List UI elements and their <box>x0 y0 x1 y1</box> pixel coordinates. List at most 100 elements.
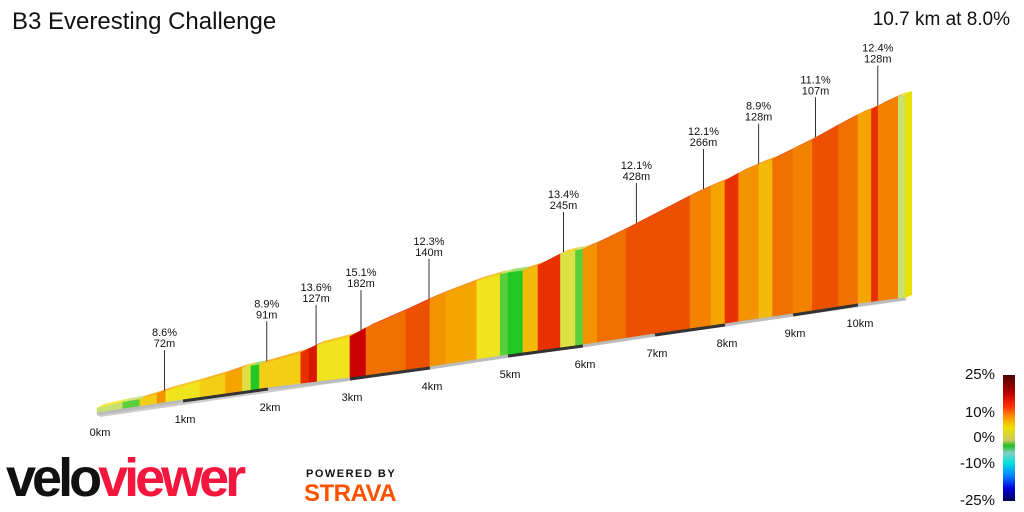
annotation-gradient: 12.1% <box>621 160 652 172</box>
profile-top-surface <box>508 266 530 273</box>
profile-segment <box>871 105 879 303</box>
profile-top-surface <box>317 332 357 345</box>
profile-segment <box>499 272 509 357</box>
profile-segment <box>772 148 794 318</box>
km-base-segment <box>582 333 656 348</box>
profile-top-surface <box>225 363 250 374</box>
profile-top-surface <box>759 155 780 165</box>
annotation-length: 128m <box>864 53 892 65</box>
profile-segment <box>429 292 446 368</box>
annotation-gradient: 13.6% <box>300 282 331 294</box>
profile-top-surface <box>711 176 732 187</box>
annotation-gradient: 11.1% <box>800 74 831 86</box>
profile-top-surface <box>476 269 508 281</box>
profile-top-surface <box>259 348 308 365</box>
km-base-segment <box>96 399 184 416</box>
profile-segment <box>597 228 627 344</box>
profile-top-surface <box>500 268 515 274</box>
x-tick-label: 0km <box>90 427 111 439</box>
annotation-length: 128m <box>745 112 773 124</box>
profile-segment <box>575 248 584 347</box>
annotation-length: 91m <box>256 309 277 321</box>
x-tick-label: 2km <box>260 402 281 414</box>
km-base-segment <box>792 303 859 317</box>
profile-segment <box>250 364 260 391</box>
km-base-segment <box>507 344 584 358</box>
profile-top-surface <box>878 92 906 106</box>
annotation-gradient: 12.1% <box>688 126 719 138</box>
profile-segment <box>445 280 478 365</box>
profile-segment <box>812 124 839 312</box>
profile-top-surface <box>626 202 676 229</box>
annotation-gradient: 12.4% <box>862 42 893 54</box>
annotation-gradient: 12.3% <box>413 236 444 248</box>
km-base-segment <box>857 297 906 307</box>
profile-top-surface <box>242 361 258 368</box>
profile-top-surface <box>140 389 165 400</box>
profile-top-surface <box>793 135 820 149</box>
annotation-length: 245m <box>550 200 578 212</box>
annotation-length: 127m <box>302 293 330 305</box>
profile-top-surface <box>898 91 912 97</box>
legend-label: 25% <box>964 366 995 383</box>
veloviewer-logo: veloviewer <box>6 448 246 508</box>
profile-top-surface <box>430 288 453 299</box>
profile-segment <box>710 180 726 327</box>
x-tick-label: 4km <box>422 381 443 393</box>
km-base-segment <box>429 354 509 370</box>
km-base-segment <box>267 377 351 391</box>
annotation-gradient: 8.9% <box>746 101 771 113</box>
km-base-segment <box>182 387 269 403</box>
profile-segment <box>537 253 561 352</box>
x-tick-label: 8km <box>717 338 738 350</box>
powered-by-label: POWERED BY <box>306 468 397 480</box>
profile-segment <box>877 96 899 302</box>
annotation-gradient: 15.1% <box>345 267 376 279</box>
x-tick-label: 6km <box>575 359 596 371</box>
profile-top-surface <box>366 306 413 328</box>
strava-logo: STRAVA <box>304 480 397 507</box>
annotation-length: 182m <box>347 278 375 290</box>
x-tick-label: 1km <box>175 414 196 426</box>
profile-segment <box>405 298 431 371</box>
legend-label: 0% <box>973 429 995 446</box>
profile-segment <box>476 273 501 361</box>
profile-segment <box>300 348 310 385</box>
annotation-length: 72m <box>154 338 175 350</box>
annotation-length: 107m <box>802 85 830 97</box>
km-base-segment <box>654 323 726 337</box>
profile-top-surface <box>575 244 590 251</box>
profile-segment <box>349 327 367 379</box>
profile-segment <box>857 108 872 305</box>
profile-segment <box>308 344 318 384</box>
page-title: B3 Everesting Challenge <box>12 8 277 35</box>
profile-segment <box>242 365 252 392</box>
profile-top-surface <box>300 344 316 353</box>
profile-top-surface <box>772 144 800 160</box>
profile-segment <box>560 249 576 349</box>
profile-segment <box>507 270 524 356</box>
profile-segment <box>724 172 739 325</box>
profile-segment <box>897 94 906 300</box>
profile-top-surface <box>165 377 207 391</box>
profile-segment <box>689 185 712 330</box>
x-tick-label: 9km <box>785 328 806 340</box>
annotation-gradient: 8.9% <box>254 298 279 310</box>
profile-top-surface <box>200 369 233 382</box>
x-tick-label: 10km <box>847 318 874 330</box>
profile-top-surface <box>738 160 766 174</box>
profile-segment <box>838 114 859 308</box>
profile-top-surface <box>812 120 846 140</box>
profile-segment <box>625 206 670 339</box>
profile-top-surface <box>858 105 879 115</box>
profile-top-surface <box>560 246 583 254</box>
annotation-gradient: 8.6% <box>152 327 177 339</box>
profile-top-surface <box>597 224 634 243</box>
profile-end-face <box>905 91 912 298</box>
km-base-segment <box>349 366 431 381</box>
legend-label: -25% <box>959 492 995 509</box>
profile-segment <box>738 163 760 323</box>
climb-summary: 10.7 km at 8.0% <box>872 9 1010 30</box>
profile-top-surface <box>97 398 130 408</box>
